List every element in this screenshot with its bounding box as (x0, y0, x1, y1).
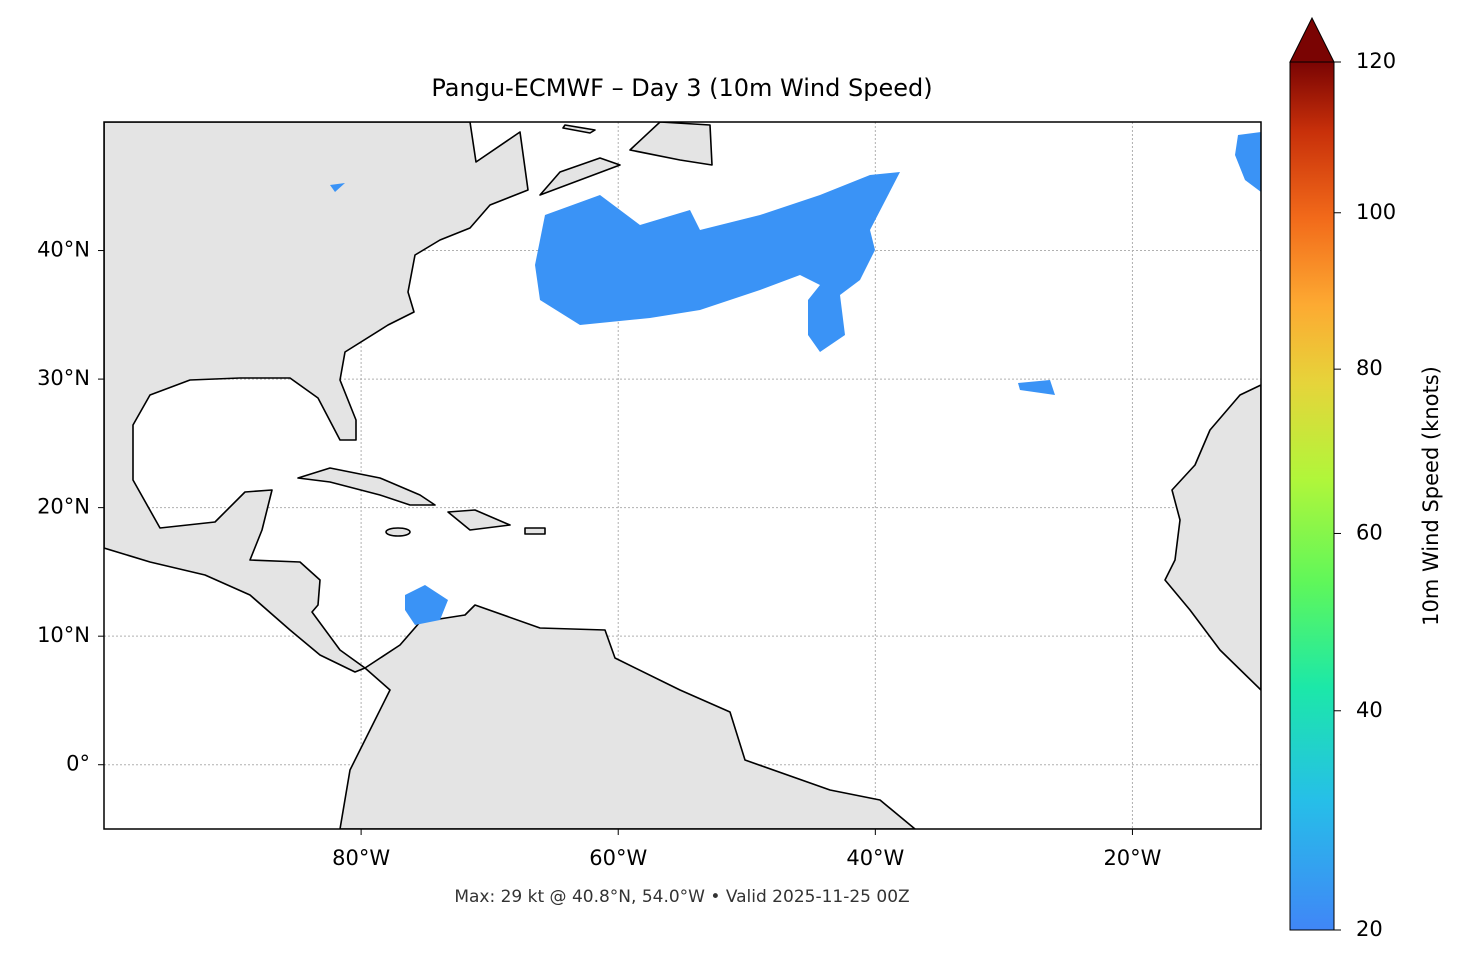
colorbar-tick-label: 80 (1356, 356, 1383, 380)
y-tick-label: 30°N (37, 366, 90, 390)
map-area (104, 122, 1261, 829)
y-tick-label: 20°N (37, 495, 90, 519)
south-america (339, 604, 916, 829)
colorbar-tick-label: 40 (1356, 698, 1383, 722)
puerto-rico (524, 527, 546, 535)
wind-area (405, 585, 448, 625)
cuba (297, 467, 436, 506)
jamaica (385, 527, 411, 537)
north-america (104, 122, 529, 673)
map-frame (103, 121, 1262, 830)
nova-scotia (539, 157, 621, 196)
colorbar-label: 10m Wind Speed (knots) (1419, 366, 1443, 626)
colorbar-tick-label: 120 (1356, 49, 1396, 73)
wind-area (1235, 132, 1261, 192)
africa (1164, 384, 1261, 691)
y-tick-label: 40°N (37, 238, 90, 262)
colorbar-tick-label: 20 (1356, 917, 1383, 941)
wind-area (330, 183, 345, 192)
anticosti (562, 124, 596, 134)
x-tick-label: 20°W (1103, 846, 1161, 870)
colorbar-tick-label: 60 (1356, 520, 1383, 544)
colorbar-frame (1289, 61, 1335, 931)
x-tick-label: 80°W (332, 846, 390, 870)
chart-title: Pangu-ECMWF – Day 3 (10m Wind Speed) (431, 74, 932, 102)
x-tick-label: 40°W (846, 846, 904, 870)
colorbar (1290, 62, 1334, 930)
colorbar-extend (1289, 16, 1335, 63)
wind-area (535, 172, 900, 352)
colorbar-tick-label: 100 (1356, 200, 1396, 224)
hispaniola (447, 509, 511, 531)
annotation: Max: 29 kt @ 40.8°N, 54.0°W • Valid 2025… (454, 887, 909, 907)
x-tick-label: 60°W (589, 846, 647, 870)
wind-area (1018, 380, 1055, 395)
newfoundland (629, 122, 713, 166)
y-tick-label: 0° (66, 752, 90, 776)
y-tick-label: 10°N (37, 623, 90, 647)
